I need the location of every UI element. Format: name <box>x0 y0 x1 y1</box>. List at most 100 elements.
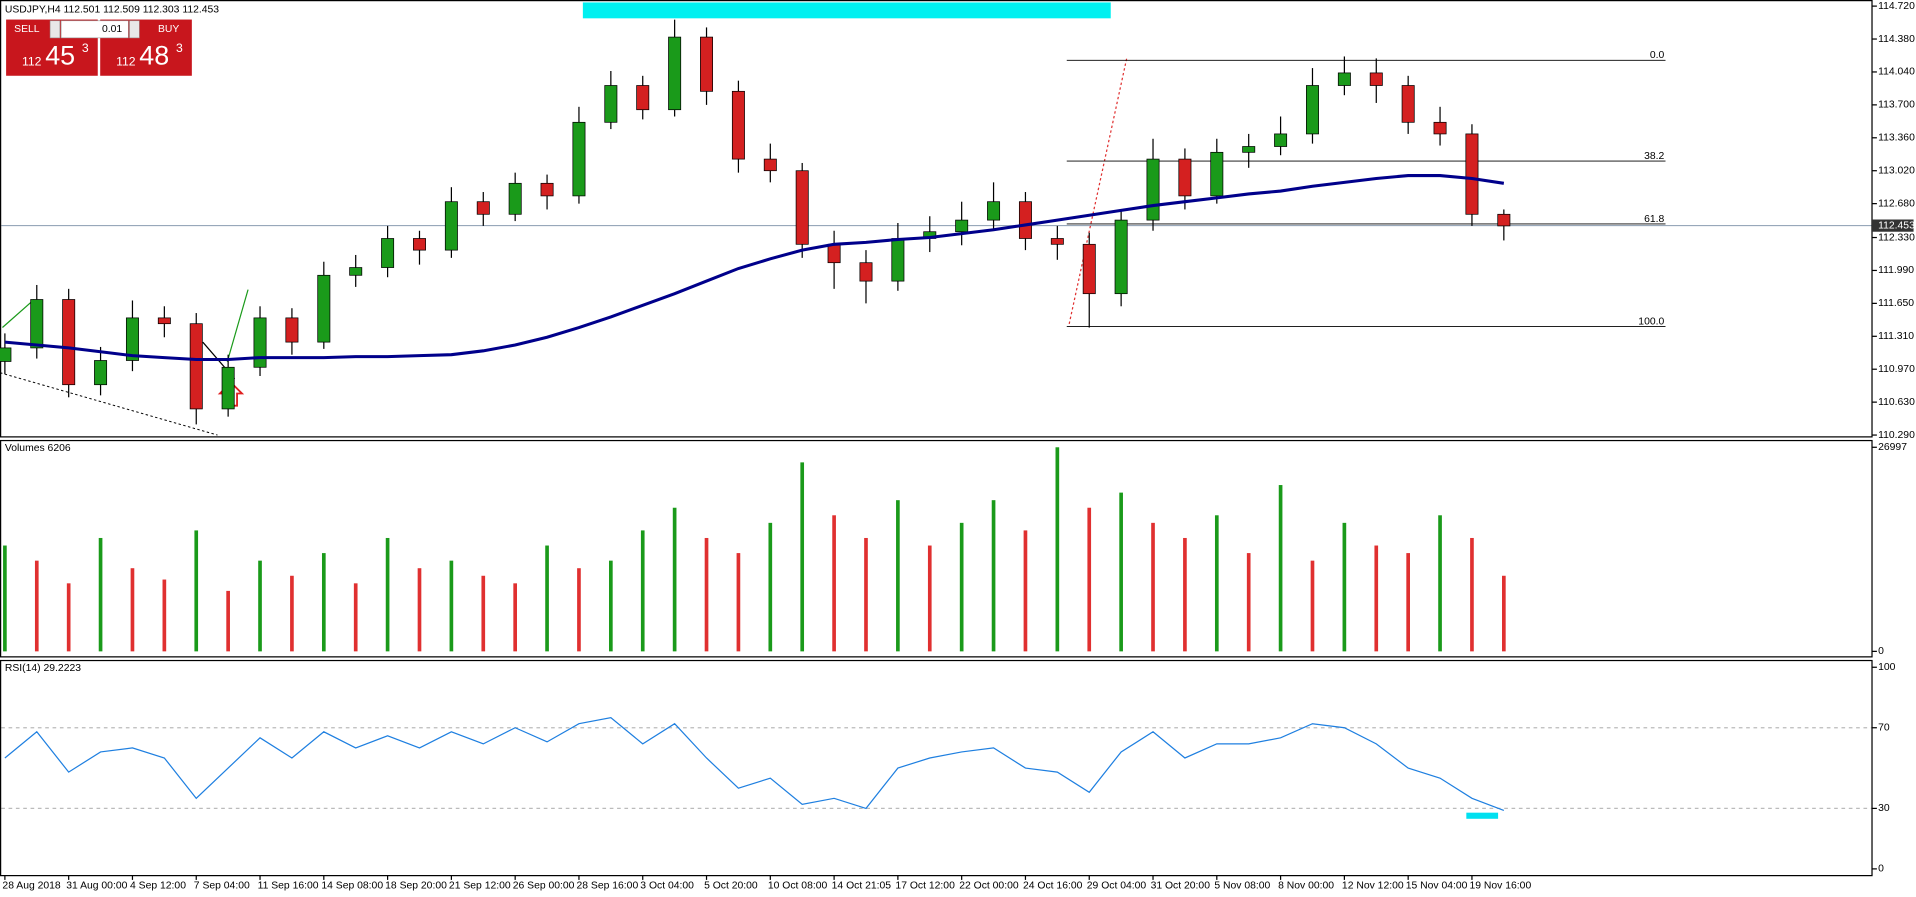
candle-body <box>1018 201 1032 239</box>
volume-bar <box>609 560 613 652</box>
x-tick-label: 31 Oct 20:00 <box>1151 881 1211 892</box>
y-tick-label: 114.040 <box>1878 67 1915 78</box>
candle-body <box>349 267 363 276</box>
candle-body <box>221 366 235 410</box>
fib-label: 38.2 <box>1644 151 1664 162</box>
candle-body <box>476 201 490 215</box>
candle-body <box>189 323 203 410</box>
candle-body <box>1242 146 1256 153</box>
x-tick-label: 31 Aug 00:00 <box>66 881 127 892</box>
volume-bar <box>864 537 868 652</box>
rsi-highlight <box>1466 812 1499 819</box>
fib-trend <box>1068 58 1128 324</box>
volume-bar <box>1183 537 1187 652</box>
ask-big: 112 <box>116 55 136 69</box>
lot-down[interactable] <box>49 20 61 39</box>
volume-bar <box>321 553 326 652</box>
trendline <box>226 289 249 362</box>
volume-bar <box>959 522 964 652</box>
volume-bar <box>34 560 39 652</box>
y-tick-label: 111.650 <box>1878 298 1914 309</box>
candle-body <box>30 299 44 349</box>
one-click-trading: SELL BUY 0.01 112 45 3 112 48 3 <box>6 19 192 76</box>
y-tick-label: 114.720 <box>1878 1 1915 12</box>
y-tick-label: 113.020 <box>1878 165 1915 176</box>
volume-bar <box>577 568 581 652</box>
bid-main: 45 <box>45 41 75 71</box>
volume-bar <box>513 583 518 652</box>
volume-bar <box>449 560 454 652</box>
candle-body <box>1114 219 1128 295</box>
volume-bar <box>162 579 167 652</box>
volume-bar <box>1214 515 1219 652</box>
highlight-zone <box>582 2 1111 19</box>
volume-bar <box>640 530 645 652</box>
candle-body <box>1082 243 1096 295</box>
x-tick-label: 11 Sep 16:00 <box>258 881 319 892</box>
candle-body <box>668 36 682 111</box>
volume-bar <box>1023 530 1028 652</box>
candle-body <box>1465 133 1479 215</box>
price-panel <box>0 0 1873 438</box>
candle-body <box>636 85 650 111</box>
volume-bar <box>896 500 900 652</box>
rsi-panel <box>0 659 1873 877</box>
trendline <box>2 298 35 328</box>
candle-body <box>1369 72 1383 86</box>
lot-up[interactable] <box>129 20 140 39</box>
lot-value[interactable]: 0.01 <box>102 24 122 35</box>
volume-bar <box>1406 553 1410 652</box>
volume-bar <box>1278 485 1283 652</box>
y-tick-label: 114.380 <box>1878 34 1915 45</box>
volume-bar <box>545 545 549 652</box>
volume-bar <box>800 462 805 652</box>
rsi-line <box>4 717 1505 811</box>
candle-body <box>763 158 777 172</box>
x-tick-label: 5 Oct 20:00 <box>704 881 758 892</box>
volume-panel <box>0 439 1873 658</box>
volume-bar <box>66 583 71 652</box>
lot-input[interactable] <box>60 20 129 39</box>
candle-body <box>1178 158 1192 197</box>
x-tick-label: 8 Nov 00:00 <box>1278 881 1334 892</box>
x-tick-label: 12 Nov 12:00 <box>1342 881 1404 892</box>
volume-bar <box>417 568 422 652</box>
candle-body <box>987 201 1001 221</box>
y-tick-label: 110.290 <box>1878 430 1915 441</box>
volume-bar <box>832 515 836 652</box>
volume-bar <box>1342 522 1347 652</box>
candle-body <box>508 182 522 215</box>
candle-body <box>1306 85 1319 135</box>
volume-bar <box>1502 575 1506 652</box>
volume-bar <box>1438 515 1442 652</box>
x-tick-label: 19 Nov 16:00 <box>1470 881 1532 892</box>
y-tick-label: 110.970 <box>1878 364 1915 375</box>
y-tick-label: 26997 <box>1878 442 1907 453</box>
bid-big: 112 <box>22 55 42 69</box>
y-tick-label: 100 <box>1878 662 1896 673</box>
x-tick-label: 14 Oct 21:05 <box>832 881 892 892</box>
candle-body <box>444 201 458 251</box>
volume-bar <box>991 500 996 652</box>
volume-bar <box>1246 553 1251 652</box>
buy-button[interactable]: BUY <box>158 24 179 35</box>
candle-body <box>1146 158 1160 221</box>
volume-bar <box>1470 537 1474 652</box>
candle-body <box>94 360 108 386</box>
y-tick-label: 113.360 <box>1878 133 1915 144</box>
ask-main: 48 <box>139 41 169 71</box>
sell-button[interactable]: SELL <box>14 24 40 35</box>
x-tick-label: 22 Oct 00:00 <box>959 881 1019 892</box>
volume-bar <box>98 537 103 652</box>
bid-sup: 3 <box>82 41 89 55</box>
volume-bar <box>736 553 741 652</box>
candle-body <box>1401 85 1415 123</box>
x-tick-label: 26 Sep 00:00 <box>513 881 575 892</box>
volume-title: Volumes 6206 <box>5 443 71 454</box>
candle-body <box>1433 121 1447 135</box>
x-tick-label: 5 Nov 08:00 <box>1214 881 1270 892</box>
y-tick-label: 30 <box>1878 803 1890 814</box>
